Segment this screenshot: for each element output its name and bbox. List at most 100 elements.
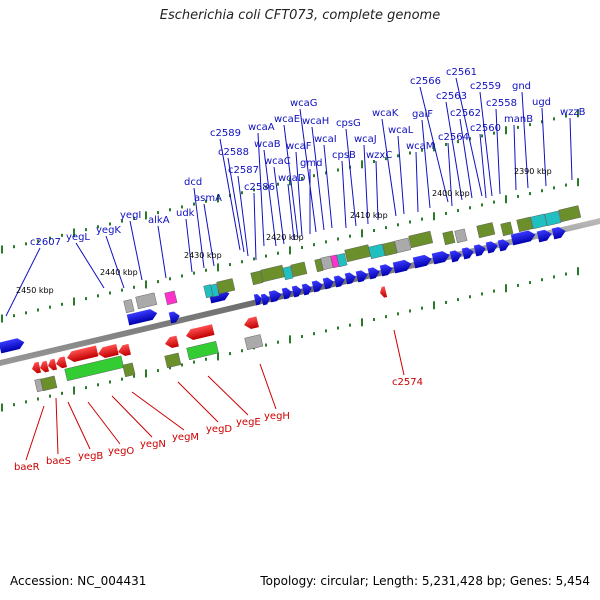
reverse-leader-line (259, 363, 277, 410)
gene-label-c2587[interactable]: c2587 (228, 165, 259, 176)
gene-label-manB[interactable]: manB (504, 114, 533, 125)
gene-label-wcaI[interactable]: wcaI (314, 134, 337, 145)
gene-label-baeS[interactable]: baeS (46, 456, 71, 467)
forward-leader-line (569, 117, 573, 181)
gene-label-gnd[interactable]: gnd (512, 81, 531, 92)
gene-label-dcd[interactable]: dcd (184, 177, 202, 188)
cog-box (282, 266, 294, 281)
gene-label-c2564[interactable]: c2564 (438, 132, 469, 143)
gene-label-wzzB[interactable]: wzzB (560, 107, 586, 118)
reverse-gene-arrow (380, 286, 388, 298)
reverse-leader-line (177, 381, 219, 423)
forward-leader-line (479, 91, 493, 197)
gene-label-c2563[interactable]: c2563 (436, 91, 467, 102)
gene-label-gmd[interactable]: gmd (300, 158, 322, 169)
gene-label-baeR[interactable]: baeR (14, 462, 40, 473)
gene-label-yegI[interactable]: yegI (120, 210, 141, 221)
gene-label-alkA[interactable]: alkA (148, 215, 170, 226)
forward-leader-line (397, 135, 405, 215)
cog-box (244, 334, 264, 351)
kbp-label: 2420 kbp (266, 233, 304, 242)
gene-label-wcaB[interactable]: wcaB (254, 139, 281, 150)
forward-gene-arrow (379, 264, 393, 277)
gene-label-ugd[interactable]: ugd (532, 97, 551, 108)
gene-label-yegN[interactable]: yegN (140, 439, 166, 450)
gene-label-wcaH[interactable]: wcaH (302, 116, 329, 127)
gene-label-wcaC[interactable]: wcaC (264, 156, 291, 167)
forward-leader-line (295, 151, 303, 237)
forward-leader-line (447, 142, 453, 207)
forward-leader-line (219, 138, 241, 251)
forward-gene-arrow (333, 275, 345, 288)
gene-label-wcaG[interactable]: wcaG (290, 98, 318, 109)
forward-gene-arrow (311, 280, 323, 293)
gene-label-yegK[interactable]: yegK (96, 225, 121, 236)
gene-label-galF[interactable]: galF (412, 109, 433, 120)
forward-leader-line (129, 220, 143, 281)
forward-gene-arrow (301, 283, 312, 296)
gene-label-wcaD[interactable]: wcaD (278, 173, 306, 184)
forward-leader-line (237, 175, 249, 257)
gene-label-wzxC[interactable]: wzxC (366, 150, 392, 161)
kbp-label: 2430 kbp (184, 251, 222, 260)
gene-label-c2562[interactable]: c2562 (450, 108, 481, 119)
gene-label-c2558[interactable]: c2558 (486, 98, 517, 109)
gene-label-asmA[interactable]: asmA (194, 193, 222, 204)
forward-gene-arrow (126, 309, 158, 326)
gene-label-wcaF[interactable]: wcaF (286, 141, 312, 152)
forward-gene-arrow (291, 285, 302, 298)
forward-gene-arrow (322, 277, 334, 290)
gene-label-c2566[interactable]: c2566 (410, 76, 441, 87)
kbp-label: 2400 kbp (432, 189, 470, 198)
forward-leader-line (253, 192, 257, 261)
gene-label-wcaL[interactable]: wcaL (388, 125, 414, 136)
forward-leader-line (157, 225, 167, 279)
gene-label-udk[interactable]: udk (176, 208, 195, 219)
gene-label-yegE[interactable]: yegE (236, 417, 261, 428)
forward-leader-line (341, 160, 347, 229)
gene-label-wcaE[interactable]: wcaE (274, 114, 300, 125)
gene-label-wcaJ[interactable]: wcaJ (354, 134, 377, 145)
cog-box (314, 258, 324, 273)
gene-label-c2561[interactable]: c2561 (446, 67, 477, 78)
gene-label-yegM[interactable]: yegM (172, 432, 199, 443)
cog-box (408, 230, 434, 249)
gene-label-yegH[interactable]: yegH (264, 411, 290, 422)
cog-box (260, 264, 286, 283)
gene-label-yegL[interactable]: yegL (66, 232, 90, 243)
gene-label-wcaA[interactable]: wcaA (248, 122, 275, 133)
forward-leader-line (105, 235, 125, 289)
forward-gene-arrow (449, 250, 462, 263)
cog-box (40, 375, 58, 392)
gene-label-yegO[interactable]: yegO (108, 446, 134, 457)
forward-leader-line (5, 247, 41, 317)
gene-label-c2589[interactable]: c2589 (210, 128, 241, 139)
gene-label-yegB[interactable]: yegB (78, 451, 103, 462)
gene-label-c2607[interactable]: c2607 (30, 237, 61, 248)
gene-label-c2586[interactable]: c2586 (244, 182, 275, 193)
kbp-labels: 2450 kbp 2440 kbp 2430 kbp 2420 kbp 2410 kbp… (16, 167, 552, 295)
kbp-label: 2410 kbp (350, 211, 388, 220)
gene-label-yegD[interactable]: yegD (206, 424, 232, 435)
gene-label-c2560[interactable]: c2560 (470, 123, 501, 134)
gene-label-c2588[interactable]: c2588 (218, 147, 249, 158)
tick-tracks (1, 109, 579, 412)
cog-box (454, 228, 468, 244)
forward-leader-line (421, 119, 431, 209)
reverse-leader-line (131, 391, 185, 431)
cog-box (164, 290, 178, 306)
forward-leader-line (375, 160, 379, 221)
gene-label-c2574[interactable]: c2574 (392, 377, 423, 388)
gene-label-cpsB[interactable]: cpsB (332, 150, 356, 161)
cog-box (123, 299, 135, 314)
forward-leader-line (193, 187, 205, 269)
reverse-leader-line (87, 401, 121, 445)
gene-label-c2559[interactable]: c2559 (470, 81, 501, 92)
forward-gene-arrow (355, 270, 368, 283)
gene-label-cpsG[interactable]: cpsG (336, 118, 361, 129)
forward-gene-arrow (392, 259, 412, 274)
forward-gene-arrow (260, 293, 270, 306)
forward-gene-arrow (412, 254, 432, 269)
gene-label-wcaM[interactable]: wcaM (406, 141, 434, 152)
gene-label-wcaK[interactable]: wcaK (372, 108, 399, 119)
